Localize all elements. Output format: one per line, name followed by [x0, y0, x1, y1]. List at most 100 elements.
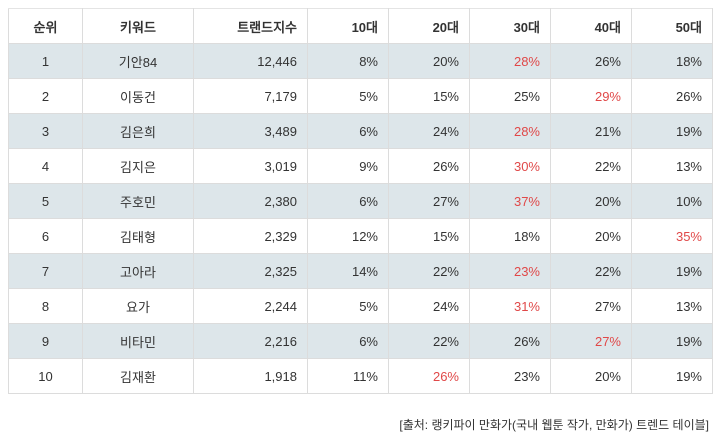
keyword-cell: 기안84 — [82, 43, 194, 79]
header-age-20s: 20대 — [388, 8, 470, 44]
table-row: 5 주호민 2,380 6% 27% 37% 20% 10% — [8, 183, 713, 219]
age-30s-cell: 25% — [469, 78, 551, 114]
rank-cell: 1 — [8, 43, 83, 79]
age-30s-cell: 23% — [469, 358, 551, 394]
age-30s-cell: 28% — [469, 43, 551, 79]
age-50s-cell: 35% — [631, 218, 713, 254]
age-20s-cell: 20% — [388, 43, 470, 79]
trend-index-cell: 2,329 — [193, 218, 308, 254]
table-row: 1 기안84 12,446 8% 20% 28% 26% 18% — [8, 43, 713, 79]
age-10s-cell: 6% — [307, 113, 389, 149]
table-row: 3 김은희 3,489 6% 24% 28% 21% 19% — [8, 113, 713, 149]
age-40s-cell: 20% — [550, 358, 632, 394]
trend-index-cell: 2,244 — [193, 288, 308, 324]
trend-table: 순위 키워드 트랜드지수 10대 20대 30대 40대 50대 1 기안84 12… — [8, 8, 713, 394]
age-40s-cell: 20% — [550, 183, 632, 219]
header-age-50s: 50대 — [631, 8, 713, 44]
rank-cell: 10 — [8, 358, 83, 394]
table-row: 6 김태형 2,329 12% 15% 18% 20% 35% — [8, 218, 713, 254]
age-10s-cell: 11% — [307, 358, 389, 394]
table-body: 1 기안84 12,446 8% 20% 28% 26% 18% 2 이동건 7,179 5% 15% 2… — [8, 43, 713, 394]
header-rank: 순위 — [8, 8, 83, 44]
trend-index-cell: 2,380 — [193, 183, 308, 219]
age-10s-cell: 8% — [307, 43, 389, 79]
age-50s-cell: 19% — [631, 323, 713, 359]
rank-cell: 9 — [8, 323, 83, 359]
keyword-cell: 김지은 — [82, 148, 194, 184]
table-row: 2 이동건 7,179 5% 15% 25% 29% 26% — [8, 78, 713, 114]
keyword-cell: 이동건 — [82, 78, 194, 114]
trend-index-cell: 2,216 — [193, 323, 308, 359]
header-row: 순위 키워드 트랜드지수 10대 20대 30대 40대 50대 — [8, 8, 713, 44]
trend-index-cell: 7,179 — [193, 78, 308, 114]
rank-cell: 8 — [8, 288, 83, 324]
keyword-cell: 김태형 — [82, 218, 194, 254]
age-30s-cell: 18% — [469, 218, 551, 254]
age-50s-cell: 19% — [631, 358, 713, 394]
age-10s-cell: 5% — [307, 78, 389, 114]
age-10s-cell: 9% — [307, 148, 389, 184]
trend-index-cell: 2,325 — [193, 253, 308, 289]
age-30s-cell: 31% — [469, 288, 551, 324]
age-40s-cell: 29% — [550, 78, 632, 114]
age-30s-cell: 28% — [469, 113, 551, 149]
table-row: 7 고아라 2,325 14% 22% 23% 22% 19% — [8, 253, 713, 289]
table-row: 9 비타민 2,216 6% 22% 26% 27% 19% — [8, 323, 713, 359]
age-30s-cell: 37% — [469, 183, 551, 219]
rank-cell: 7 — [8, 253, 83, 289]
rank-cell: 6 — [8, 218, 83, 254]
age-20s-cell: 15% — [388, 78, 470, 114]
keyword-cell: 김은희 — [82, 113, 194, 149]
age-10s-cell: 5% — [307, 288, 389, 324]
age-50s-cell: 18% — [631, 43, 713, 79]
age-40s-cell: 27% — [550, 323, 632, 359]
age-20s-cell: 26% — [388, 148, 470, 184]
age-50s-cell: 19% — [631, 253, 713, 289]
rank-cell: 3 — [8, 113, 83, 149]
age-40s-cell: 21% — [550, 113, 632, 149]
age-20s-cell: 27% — [388, 183, 470, 219]
age-40s-cell: 20% — [550, 218, 632, 254]
keyword-cell: 요가 — [82, 288, 194, 324]
table-row: 8 요가 2,244 5% 24% 31% 27% 13% — [8, 288, 713, 324]
age-20s-cell: 26% — [388, 358, 470, 394]
age-40s-cell: 22% — [550, 148, 632, 184]
age-40s-cell: 22% — [550, 253, 632, 289]
trend-index-cell: 3,019 — [193, 148, 308, 184]
header-age-10s: 10대 — [307, 8, 389, 44]
age-40s-cell: 26% — [550, 43, 632, 79]
age-20s-cell: 22% — [388, 253, 470, 289]
rank-cell: 5 — [8, 183, 83, 219]
age-50s-cell: 13% — [631, 288, 713, 324]
keyword-cell: 비타민 — [82, 323, 194, 359]
age-20s-cell: 22% — [388, 323, 470, 359]
table-row: 10 김재환 1,918 11% 26% 23% 20% 19% — [8, 358, 713, 394]
age-30s-cell: 26% — [469, 323, 551, 359]
age-10s-cell: 6% — [307, 323, 389, 359]
age-10s-cell: 14% — [307, 253, 389, 289]
age-40s-cell: 27% — [550, 288, 632, 324]
trend-index-cell: 1,918 — [193, 358, 308, 394]
age-20s-cell: 15% — [388, 218, 470, 254]
age-10s-cell: 6% — [307, 183, 389, 219]
age-30s-cell: 23% — [469, 253, 551, 289]
header-age-40s: 40대 — [550, 8, 632, 44]
source-caption: [출처: 랭키파이 만화가(국내 웹툰 작가, 만화가) 트렌드 테이블] — [399, 418, 709, 432]
age-50s-cell: 13% — [631, 148, 713, 184]
table-row: 4 김지은 3,019 9% 26% 30% 22% 13% — [8, 148, 713, 184]
age-20s-cell: 24% — [388, 113, 470, 149]
age-50s-cell: 10% — [631, 183, 713, 219]
age-50s-cell: 26% — [631, 78, 713, 114]
keyword-cell: 고아라 — [82, 253, 194, 289]
trend-index-cell: 12,446 — [193, 43, 308, 79]
keyword-cell: 주호민 — [82, 183, 194, 219]
header-keyword: 키워드 — [82, 8, 194, 44]
header-trend-index: 트랜드지수 — [193, 8, 308, 44]
age-10s-cell: 12% — [307, 218, 389, 254]
rank-cell: 2 — [8, 78, 83, 114]
age-50s-cell: 19% — [631, 113, 713, 149]
header-age-30s: 30대 — [469, 8, 551, 44]
rank-cell: 4 — [8, 148, 83, 184]
age-20s-cell: 24% — [388, 288, 470, 324]
